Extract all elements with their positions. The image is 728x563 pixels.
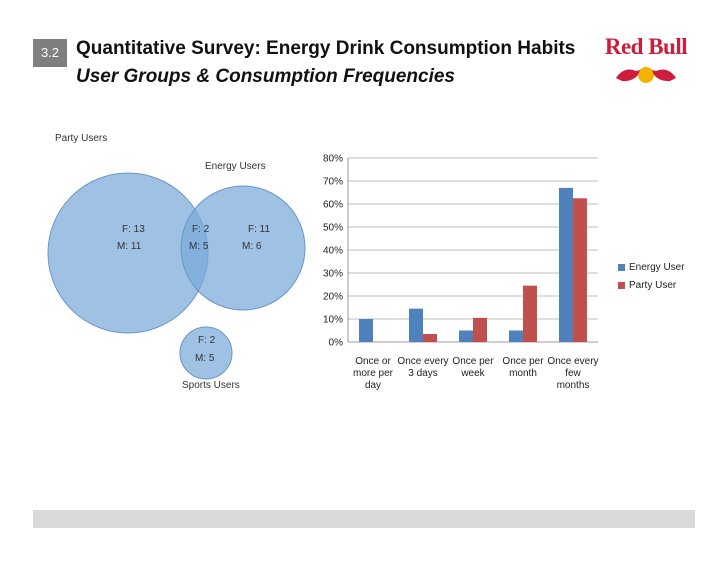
sports-male: M: 5 bbox=[195, 353, 215, 364]
bar-party-user bbox=[523, 285, 537, 342]
energy-users-circle bbox=[180, 185, 306, 311]
y-tick-label: 30% bbox=[323, 269, 343, 280]
x-tick-label: Once per bbox=[452, 356, 494, 367]
sports-users-circle bbox=[179, 326, 233, 380]
x-tick-label: Once every bbox=[547, 356, 598, 367]
legend-label: Energy User bbox=[629, 261, 685, 273]
y-tick-label: 0% bbox=[329, 338, 344, 349]
x-tick-label: 3 days bbox=[408, 368, 437, 379]
x-tick-label: Once or bbox=[355, 356, 391, 367]
bar-energy-user bbox=[409, 308, 423, 342]
energy-only-female: F: 11 bbox=[248, 224, 270, 235]
bar-party-user bbox=[423, 333, 437, 342]
bars bbox=[359, 187, 587, 342]
right-bull-icon bbox=[652, 69, 676, 82]
x-tick-label: few bbox=[565, 368, 581, 379]
red-bull-logo: Red Bull bbox=[596, 34, 696, 90]
energy-users-label: Energy Users bbox=[205, 161, 266, 172]
venn-diagram: Party Users Energy Users F: 13 M: 11 F: … bbox=[47, 133, 306, 391]
x-tick-label: Once every bbox=[397, 356, 448, 367]
y-tick-label: 10% bbox=[323, 315, 343, 326]
legend-label: Party User bbox=[629, 279, 677, 291]
sun-icon bbox=[638, 67, 654, 83]
y-tick-label: 20% bbox=[323, 292, 343, 303]
slide-number: 3.2 bbox=[33, 39, 67, 67]
x-tick-label: months bbox=[557, 380, 590, 391]
party-users-label: Party Users bbox=[55, 133, 107, 144]
x-tick-label: more per bbox=[353, 368, 394, 379]
legend-swatch bbox=[618, 263, 625, 271]
y-tick-label: 50% bbox=[323, 223, 343, 234]
slide-title: Quantitative Survey: Energy Drink Consum… bbox=[76, 38, 576, 59]
x-tick-label: day bbox=[365, 380, 381, 391]
slide-subtitle: User Groups & Consumption Frequencies bbox=[76, 66, 455, 87]
legend-item: Party User bbox=[618, 276, 685, 294]
bulls-icon bbox=[616, 67, 676, 83]
x-tick-label: month bbox=[509, 368, 537, 379]
y-tick-label: 70% bbox=[323, 177, 343, 188]
sports-female: F: 2 bbox=[198, 335, 216, 346]
bar-energy-user bbox=[459, 330, 473, 342]
chart-legend: Energy User Party User bbox=[618, 258, 685, 294]
overlap-female: F: 2 bbox=[192, 224, 210, 235]
legend-swatch bbox=[618, 281, 625, 289]
bar-party-user bbox=[573, 198, 587, 342]
party-only-female: F: 13 bbox=[122, 224, 145, 235]
bar-energy-user bbox=[359, 319, 373, 342]
y-tick-label: 40% bbox=[323, 246, 343, 257]
y-tick-label: 60% bbox=[323, 200, 343, 211]
bar-energy-user bbox=[559, 187, 573, 342]
overlap-male: M: 5 bbox=[189, 241, 209, 252]
bar-energy-user bbox=[509, 330, 523, 342]
left-bull-icon bbox=[616, 69, 640, 82]
energy-only-male: M: 6 bbox=[242, 241, 262, 252]
logo-wordmark: Red Bull bbox=[604, 34, 688, 59]
legend-item: Energy User bbox=[618, 258, 685, 276]
x-tick-label: Once per bbox=[502, 356, 544, 367]
sports-users-label: Sports Users bbox=[182, 380, 240, 391]
y-tick-label: 80% bbox=[323, 154, 343, 165]
party-only-male: M: 11 bbox=[117, 241, 142, 252]
footer-bar bbox=[33, 510, 695, 528]
x-tick-label: week bbox=[460, 368, 485, 379]
bar-party-user bbox=[473, 317, 487, 342]
